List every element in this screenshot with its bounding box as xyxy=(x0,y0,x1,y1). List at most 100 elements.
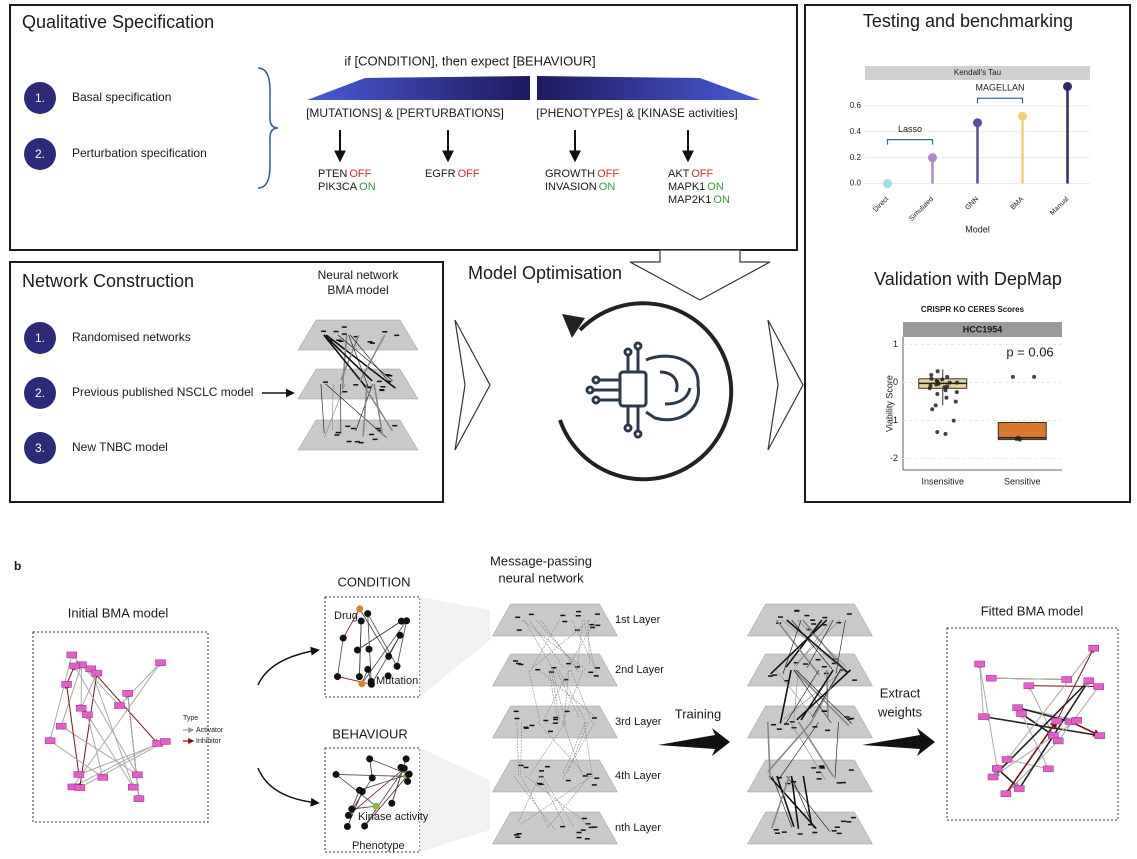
edge xyxy=(355,383,373,432)
facet-label: Kendall's Tau xyxy=(954,68,1001,77)
model-label: Neural network xyxy=(318,268,400,282)
edge xyxy=(337,334,393,382)
edge xyxy=(1057,686,1100,742)
node-label: Kinase activity xyxy=(358,811,429,823)
edge xyxy=(364,774,409,827)
y-axis-label: Viability Score xyxy=(884,375,894,432)
node xyxy=(75,704,87,712)
block-title: Initial BMA model xyxy=(68,605,169,620)
node-label: Drug xyxy=(334,610,358,622)
node xyxy=(1043,765,1054,773)
edge xyxy=(536,619,579,669)
edge xyxy=(583,619,597,674)
panel-label: b xyxy=(14,559,21,573)
panel-title: Network Construction xyxy=(22,271,194,291)
cycle-arrow xyxy=(558,301,734,482)
gene-state: PTEN OFF xyxy=(318,168,372,180)
lollipop-head xyxy=(1063,81,1072,91)
layer-plane xyxy=(492,653,618,687)
node xyxy=(1052,737,1064,745)
block-title: CONDITION xyxy=(338,574,411,589)
edge xyxy=(539,775,565,826)
point xyxy=(953,399,958,404)
edge xyxy=(371,635,401,685)
facet-label: HCC1954 xyxy=(963,324,1003,334)
edge xyxy=(992,719,1078,778)
layer-plane xyxy=(492,759,618,793)
layer-label: 3rd Layer xyxy=(615,716,662,728)
node xyxy=(365,645,373,653)
point xyxy=(944,395,949,400)
edge xyxy=(49,740,104,778)
node xyxy=(69,662,80,670)
edge xyxy=(795,669,853,724)
gene: PIK3CA xyxy=(318,181,358,193)
item-label: Basal specification xyxy=(72,90,171,104)
node xyxy=(332,770,340,778)
block-title: BEHAVIOUR xyxy=(332,726,408,741)
projection xyxy=(420,597,490,697)
gene-state: MAP2K1 ON xyxy=(668,194,730,206)
edge xyxy=(528,619,565,669)
item-label: Previous published NSCLC model xyxy=(72,385,253,399)
testing-panel xyxy=(804,4,1131,503)
edge xyxy=(981,713,1100,737)
edge xyxy=(977,663,984,717)
layer-plane xyxy=(297,368,419,400)
edge xyxy=(555,669,580,719)
edge xyxy=(561,669,584,726)
node xyxy=(364,665,372,673)
node xyxy=(348,805,356,813)
edge xyxy=(1021,712,1049,770)
edge xyxy=(793,669,832,724)
edge xyxy=(48,654,73,742)
node xyxy=(1094,732,1106,739)
node xyxy=(385,652,393,660)
edge xyxy=(587,619,590,666)
node xyxy=(1016,710,1027,718)
node xyxy=(132,771,143,779)
edge xyxy=(340,334,360,381)
gene: EGFR xyxy=(425,168,456,180)
node xyxy=(339,634,347,642)
edge xyxy=(348,334,370,389)
layer-plane xyxy=(492,705,618,739)
layer-plane xyxy=(492,603,618,637)
node xyxy=(991,765,1003,772)
edge xyxy=(562,721,586,774)
node xyxy=(367,677,375,685)
edge xyxy=(373,383,384,436)
layer-plane xyxy=(747,653,873,687)
edge xyxy=(323,334,373,382)
step-label: Extract xyxy=(880,685,921,700)
node xyxy=(366,755,374,763)
edge xyxy=(782,619,802,674)
chevron-arrow xyxy=(767,319,804,451)
edge xyxy=(576,619,584,671)
node xyxy=(1093,683,1104,690)
node xyxy=(404,770,412,778)
node xyxy=(82,711,93,719)
thick-arrow xyxy=(862,728,935,756)
point xyxy=(945,374,950,379)
node xyxy=(368,774,376,782)
edge xyxy=(558,669,586,722)
legend-title: Type xyxy=(183,715,198,722)
y-tick-label: 1 xyxy=(893,339,898,349)
behaviour-box xyxy=(324,747,421,853)
node xyxy=(402,755,410,763)
point xyxy=(927,386,932,391)
model-box xyxy=(32,631,209,823)
node xyxy=(353,646,361,654)
layer-label: nth Layer xyxy=(615,822,661,834)
node xyxy=(397,617,405,625)
x-tick-label: BMA xyxy=(1010,196,1026,212)
layer-plane xyxy=(492,811,618,845)
chevron-arrow xyxy=(454,319,491,451)
node xyxy=(61,681,72,688)
item-label: Randomised networks xyxy=(72,330,191,344)
node xyxy=(85,665,97,673)
trapezoid xyxy=(537,76,760,100)
gene: INVASION xyxy=(545,181,597,193)
node xyxy=(343,823,351,831)
